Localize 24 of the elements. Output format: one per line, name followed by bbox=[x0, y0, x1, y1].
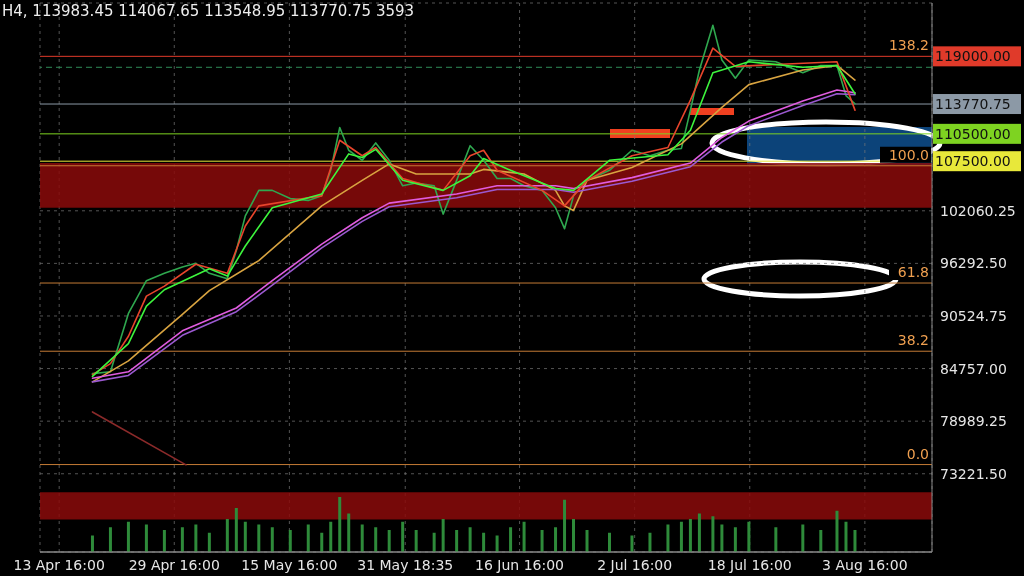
annotation: 138.2 bbox=[888, 37, 929, 54]
x-tick-label: 16 Jun 16:00 bbox=[475, 556, 565, 573]
x-tick-label: 13 Apr 16:00 bbox=[13, 556, 105, 573]
chart-title: H4, 113983.45 114067.65 113548.95 113770.75 3593 bbox=[2, 2, 415, 20]
text: 110500.00 bbox=[935, 125, 1011, 142]
x-tick-label: 2 Jul 16:00 bbox=[597, 556, 673, 573]
annotation: 100.0 bbox=[888, 146, 929, 163]
x-tick-label: 15 May 16:00 bbox=[241, 556, 338, 573]
x-tick-label: 18 Jul 16:00 bbox=[707, 556, 792, 573]
text: 119000.00 bbox=[935, 48, 1011, 65]
y-tick-label: 84757.00 bbox=[940, 360, 1007, 377]
text: 107500.00 bbox=[935, 153, 1011, 170]
y-tick-label: 102060.25 bbox=[940, 202, 1016, 219]
y-tick-label: 90524.75 bbox=[940, 307, 1007, 324]
text: 113770.75 bbox=[935, 96, 1011, 113]
x-tick-label: 29 Apr 16:00 bbox=[128, 556, 220, 573]
x-tick-label: 31 May 18:35 bbox=[357, 556, 454, 573]
y-tick-label: 96292.50 bbox=[940, 255, 1007, 272]
x-tick-label: 3 Aug 16:00 bbox=[822, 556, 908, 573]
y-tick-label: 78989.25 bbox=[940, 413, 1007, 430]
annotation: 0.0 bbox=[906, 445, 929, 462]
annotation: 38.2 bbox=[897, 332, 929, 349]
y-tick-label: 73221.50 bbox=[940, 465, 1007, 482]
annotation: 61.8 bbox=[897, 264, 929, 281]
